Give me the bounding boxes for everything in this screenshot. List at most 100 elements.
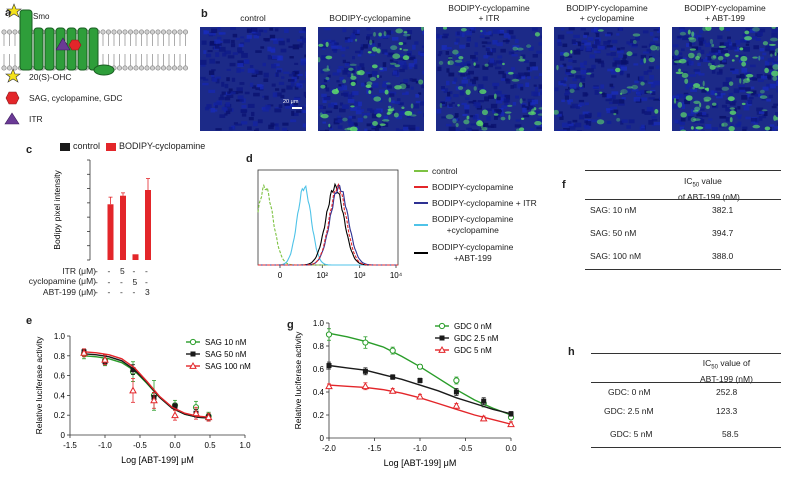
x-tick-label: -1.5 — [368, 444, 382, 453]
data-point — [101, 355, 109, 363]
data-point — [361, 382, 370, 390]
table-f-val-3: 388.0 — [712, 251, 734, 261]
y-axis-label-c: Bodipy pixel intensity — [52, 170, 62, 250]
data-point — [416, 392, 424, 400]
data-point — [172, 403, 178, 409]
x-tick-label: -2.0 — [322, 444, 336, 453]
data-point — [453, 389, 459, 395]
bar-c-5 — [145, 190, 151, 260]
data-point — [192, 409, 200, 417]
row-value-c: - — [120, 276, 123, 287]
legend-label: SAG 50 nM — [205, 350, 247, 359]
x-tick-label-d: 10³ — [354, 271, 366, 280]
legend-label: SAG 100 nM — [205, 362, 251, 371]
row-label-itr: ITR (μM) — [62, 266, 96, 276]
scale-bar — [292, 107, 302, 109]
legend-label: SAG 10 nM — [205, 338, 247, 347]
scale-bar-label: 20 μm — [283, 99, 299, 105]
y-tick-label: 0.8 — [54, 352, 66, 361]
row-value-c: 5 — [120, 266, 125, 276]
table-h-cond-3: GDC: 5 nM — [610, 429, 653, 439]
hexagon-icon — [5, 91, 20, 105]
x-tick-label-d: 10⁴ — [390, 271, 403, 280]
legend-swatch-bodipy — [106, 143, 116, 151]
bar-c-3 — [120, 195, 126, 260]
y-tick-label: 0.6 — [313, 365, 325, 374]
x-tick-label-d: 0 — [278, 271, 283, 280]
legend-swatch-control — [60, 143, 70, 151]
panel-label-b: b — [201, 8, 208, 20]
x-tick-label: -0.5 — [133, 441, 147, 450]
histogram-3 — [258, 183, 398, 266]
table-f-cond-2: SAG: 50 nM — [590, 228, 637, 238]
data-point — [389, 347, 396, 354]
table-f-val-2: 394.7 — [712, 228, 734, 238]
row-value-c: - — [132, 266, 136, 276]
data-point — [479, 414, 488, 422]
micrograph-title-3: BODIPY-cyclopamine + ITR — [448, 3, 530, 23]
legend-marker — [189, 361, 197, 369]
data-point — [453, 377, 460, 384]
legend-d-control: control — [432, 166, 458, 176]
row-value-c: - — [95, 287, 98, 297]
x-tick-label: 0.0 — [169, 441, 181, 450]
table-h-val-2: 123.3 — [716, 406, 738, 416]
x-tick-label-d: 10² — [317, 271, 329, 280]
x-tick-label: 0.0 — [505, 444, 517, 453]
row-label-abt199: ABT-199 (μM) — [42, 287, 96, 297]
micrograph-bodipy — [318, 27, 424, 131]
data-point — [390, 374, 396, 380]
panel-label-e: e — [26, 315, 33, 327]
table-h-bottom-rule — [591, 447, 781, 448]
row-value-c: - — [95, 266, 98, 276]
data-point — [171, 411, 179, 419]
panel-label-f: f — [562, 179, 566, 191]
micrograph-title-1: control — [240, 13, 266, 23]
fit-line-1 — [328, 364, 512, 415]
legend-bodipy: BODIPY-cyclopamine — [119, 141, 206, 151]
legend-swatches-d — [414, 170, 428, 254]
table-f-top-rule — [585, 170, 781, 171]
data-point — [325, 331, 333, 338]
table-h-cond-2: GDC: 2.5 nM — [604, 406, 654, 416]
y-tick-label: 0.2 — [313, 411, 325, 420]
legend-d-itr: BODIPY-cyclopamine + ITR — [432, 198, 537, 208]
data-point — [150, 396, 158, 404]
row-value-c: - — [145, 266, 148, 276]
legend-d-abt199: BODIPY-cyclopamine +ABT-199 — [432, 242, 514, 263]
y-tick-label: 0.4 — [54, 391, 66, 400]
data-point — [204, 413, 213, 421]
x-tick-label: 0.5 — [204, 441, 216, 450]
histogram-1 — [258, 184, 398, 266]
panel-label-c: c — [26, 144, 33, 156]
table-h-cond-1: GDC: 0 nM — [608, 387, 651, 397]
table-h-header-line2: ABT-199 (nM) — [700, 373, 753, 384]
y-axis-label: Relative luciferase activity — [293, 331, 303, 430]
bar-c-2 — [107, 204, 114, 260]
data-point — [388, 386, 397, 394]
histogram-2 — [258, 182, 398, 266]
x-tick-label: -1.0 — [413, 444, 427, 453]
y-axis-label: Relative luciferase activity — [34, 336, 44, 435]
data-point — [416, 363, 424, 370]
legend-itr: ITR — [29, 114, 43, 124]
row-value-c: - — [132, 287, 136, 297]
row-value-c: - — [107, 287, 111, 297]
legend-label: GDC 0 nM — [454, 322, 492, 331]
table-h-header: IC50 value of ABT-199 (nM) — [700, 358, 753, 384]
legend-marker — [438, 345, 446, 353]
legend-marker — [439, 335, 445, 341]
triangle-icon — [4, 112, 20, 125]
table-h-mid-rule — [591, 382, 781, 383]
star-icon — [5, 68, 21, 83]
data-point — [452, 401, 461, 409]
row-value-c: - — [95, 276, 98, 287]
y-tick-label: 0.2 — [54, 411, 66, 420]
panel-label-h: h — [568, 346, 575, 358]
data-point — [481, 398, 487, 404]
y-tick-label: 0 — [320, 434, 325, 443]
data-point — [326, 363, 332, 369]
plot-frame-d — [257, 169, 399, 266]
panel-label-g: g — [287, 319, 294, 331]
data-point — [129, 386, 137, 394]
